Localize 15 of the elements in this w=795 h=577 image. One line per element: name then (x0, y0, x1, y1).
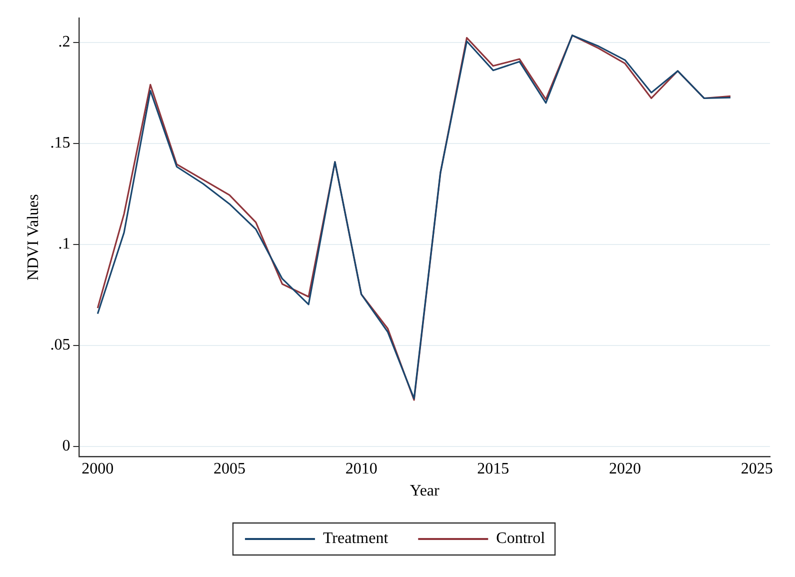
x-tick-label: 2015 (477, 460, 510, 478)
x-tick-label: 2005 (213, 460, 246, 478)
y-tick-label: .15 (50, 134, 70, 152)
y-tick-label: .2 (58, 33, 70, 50)
x-tick-label: 2000 (82, 460, 114, 478)
y-tick-label: .05 (50, 336, 70, 354)
y-tick-label: 0 (62, 438, 70, 455)
legend-label: Treatment (322, 530, 389, 548)
y-tick-label: .1 (58, 236, 70, 253)
x-tick-label: 2010 (345, 460, 378, 478)
x-tick-label: 2025 (740, 460, 773, 478)
x-axis-title: Year (410, 482, 440, 500)
x-tick-label: 2020 (608, 460, 641, 478)
legend-label: Control (496, 530, 546, 548)
y-axis-title: NDVI Values (24, 194, 42, 280)
